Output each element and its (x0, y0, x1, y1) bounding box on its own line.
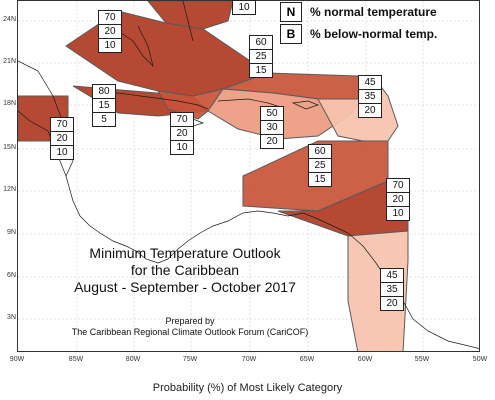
probability-box-caribbean-east: 45 35 20 (358, 75, 382, 118)
title-line-1: Minimum Temperature Outlook (89, 245, 281, 261)
probability-value: 20 (51, 132, 73, 146)
probability-value: 50 (261, 107, 283, 121)
probability-value: 20 (386, 298, 398, 309)
probability-value: 60 (250, 36, 272, 50)
legend-text-below: % below-normal temp. (310, 27, 438, 41)
probability-value: 35 (359, 90, 381, 104)
probability-box-top-cut: 10 (232, 0, 256, 15)
title-line-3: August - September - October 2017 (74, 279, 296, 295)
longitude-label: 60W (357, 356, 373, 363)
probability-value: 10 (56, 147, 68, 158)
probability-value: 5 (101, 114, 107, 125)
longitude-label: 55W (414, 356, 430, 363)
latitude-label: 15N (3, 144, 16, 151)
probability-box-central-carib: 60 25 15 (308, 144, 332, 187)
probability-box-jamaica: 70 20 10 (170, 112, 194, 155)
probability-value: 20 (266, 136, 278, 147)
latitude-label: 9N (7, 229, 16, 236)
probability-value: 20 (387, 193, 409, 207)
probability-box-mexico: 70 20 10 (50, 117, 74, 160)
probability-value: 30 (261, 121, 283, 135)
region-guianas (347, 230, 409, 351)
probability-value: 15 (93, 99, 115, 113)
latitude-label: 3N (7, 314, 16, 321)
probability-value: 45 (359, 76, 381, 90)
latitude-label: 12N (3, 186, 16, 193)
probability-value: 60 (309, 145, 331, 159)
longitude-label: 50W (472, 356, 488, 363)
probability-value: 70 (99, 11, 121, 25)
latitude-label: 24N (3, 16, 16, 23)
legend-row-normal: N % normal temperature (280, 2, 437, 22)
legend-row-below: B % below-normal temp. (280, 24, 437, 44)
longitude-label: 75W (182, 356, 198, 363)
probability-value: 35 (381, 283, 403, 297)
probability-box-bahamas: 70 20 10 (98, 10, 122, 53)
latitude-label: 6N (7, 272, 16, 279)
probability-value: 10 (104, 40, 116, 51)
probability-value: 25 (309, 159, 331, 173)
latitude-label: 18N (3, 100, 16, 107)
prepared-line-1: Prepared by (165, 316, 215, 326)
map-title: Minimum Temperature Outlook for the Cari… (50, 245, 320, 296)
probability-value: 20 (364, 105, 376, 116)
latitude-label: 21N (3, 58, 16, 65)
legend-text-normal: % normal temperature (310, 5, 437, 19)
probability-box-guianas: 45 35 20 (380, 268, 404, 311)
prepared-line-2: The Caribbean Regional Climate Outlook F… (71, 327, 309, 337)
probability-value: 70 (387, 179, 409, 193)
legend: N % normal temperature B % below-normal … (280, 0, 480, 44)
probability-value: 15 (314, 174, 326, 185)
probability-value: 25 (250, 50, 272, 64)
probability-value: 70 (171, 113, 193, 127)
probability-value: 20 (99, 25, 121, 39)
longitude-label: 85W (68, 356, 84, 363)
prepared-by-note: Prepared by The Caribbean Regional Clima… (40, 316, 340, 338)
probability-value: 10 (176, 142, 188, 153)
title-line-2: for the Caribbean (130, 262, 240, 278)
legend-key-normal: N (280, 2, 302, 22)
longitude-label: 65W (299, 356, 315, 363)
probability-box-hispaniola: 50 30 20 (260, 106, 284, 149)
probability-value: 70 (51, 118, 73, 132)
probability-value: 10 (238, 2, 250, 13)
probability-value: 10 (392, 208, 404, 219)
longitude-label: 70W (241, 356, 257, 363)
probability-value: 15 (255, 65, 267, 76)
probability-box-venezuela: 70 20 10 (386, 178, 410, 221)
probability-value: 80 (93, 85, 115, 99)
region-top-cut (147, 1, 234, 30)
figure-caption: Probability (%) of Most Likely Category (152, 382, 343, 394)
probability-box-cuba-west: 80 15 5 (92, 84, 116, 127)
legend-key-below: B (280, 24, 302, 44)
longitude-label: 80W (125, 356, 141, 363)
probability-value: 20 (171, 127, 193, 141)
probability-value: 45 (381, 269, 403, 283)
longitude-label: 90W (9, 356, 25, 363)
probability-box-turks: 60 25 15 (249, 35, 273, 78)
